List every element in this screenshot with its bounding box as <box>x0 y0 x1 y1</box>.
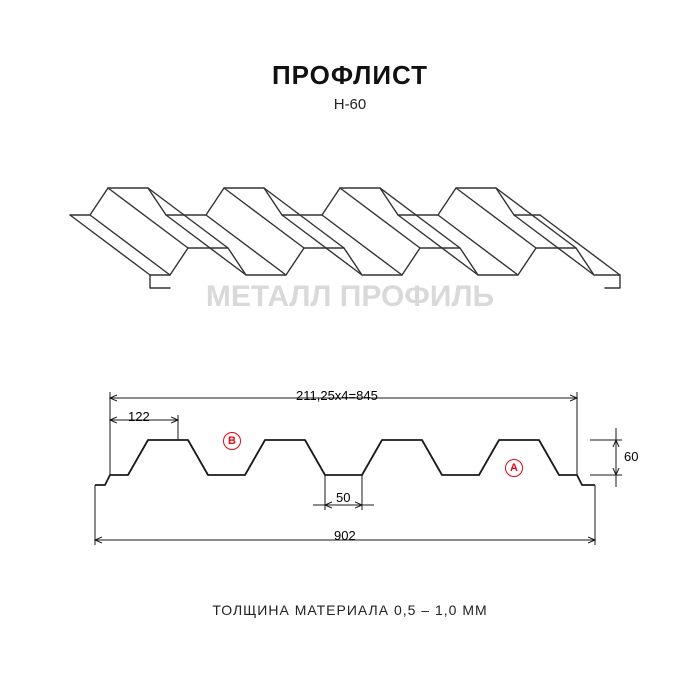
dim-height: 60 <box>624 449 638 464</box>
dim-cover-width: 211,25x4=845 <box>296 388 378 403</box>
marker-a-letter: A <box>510 462 518 474</box>
dim-overall-width: 902 <box>334 528 356 543</box>
footer-text: ТОЛЩИНА МАТЕРИАЛА 0,5 – 1,0 ММ <box>212 602 487 618</box>
dim-bottom-flat: 50 <box>336 490 350 505</box>
page-subtitle: Н-60 <box>0 96 700 113</box>
material-thickness: ТОЛЩИНА МАТЕРИАЛА 0,5 – 1,0 ММ <box>0 602 700 618</box>
dim-pitch: 122 <box>128 409 150 424</box>
marker-b-letter: B <box>228 435 236 447</box>
subtitle-text: Н-60 <box>334 96 367 113</box>
marker-a: A <box>505 459 523 477</box>
page-title: ПРОФЛИСТ <box>0 60 700 91</box>
isometric-profile-drawing <box>50 160 650 320</box>
marker-b: B <box>223 432 241 450</box>
title-text: ПРОФЛИСТ <box>272 60 428 90</box>
